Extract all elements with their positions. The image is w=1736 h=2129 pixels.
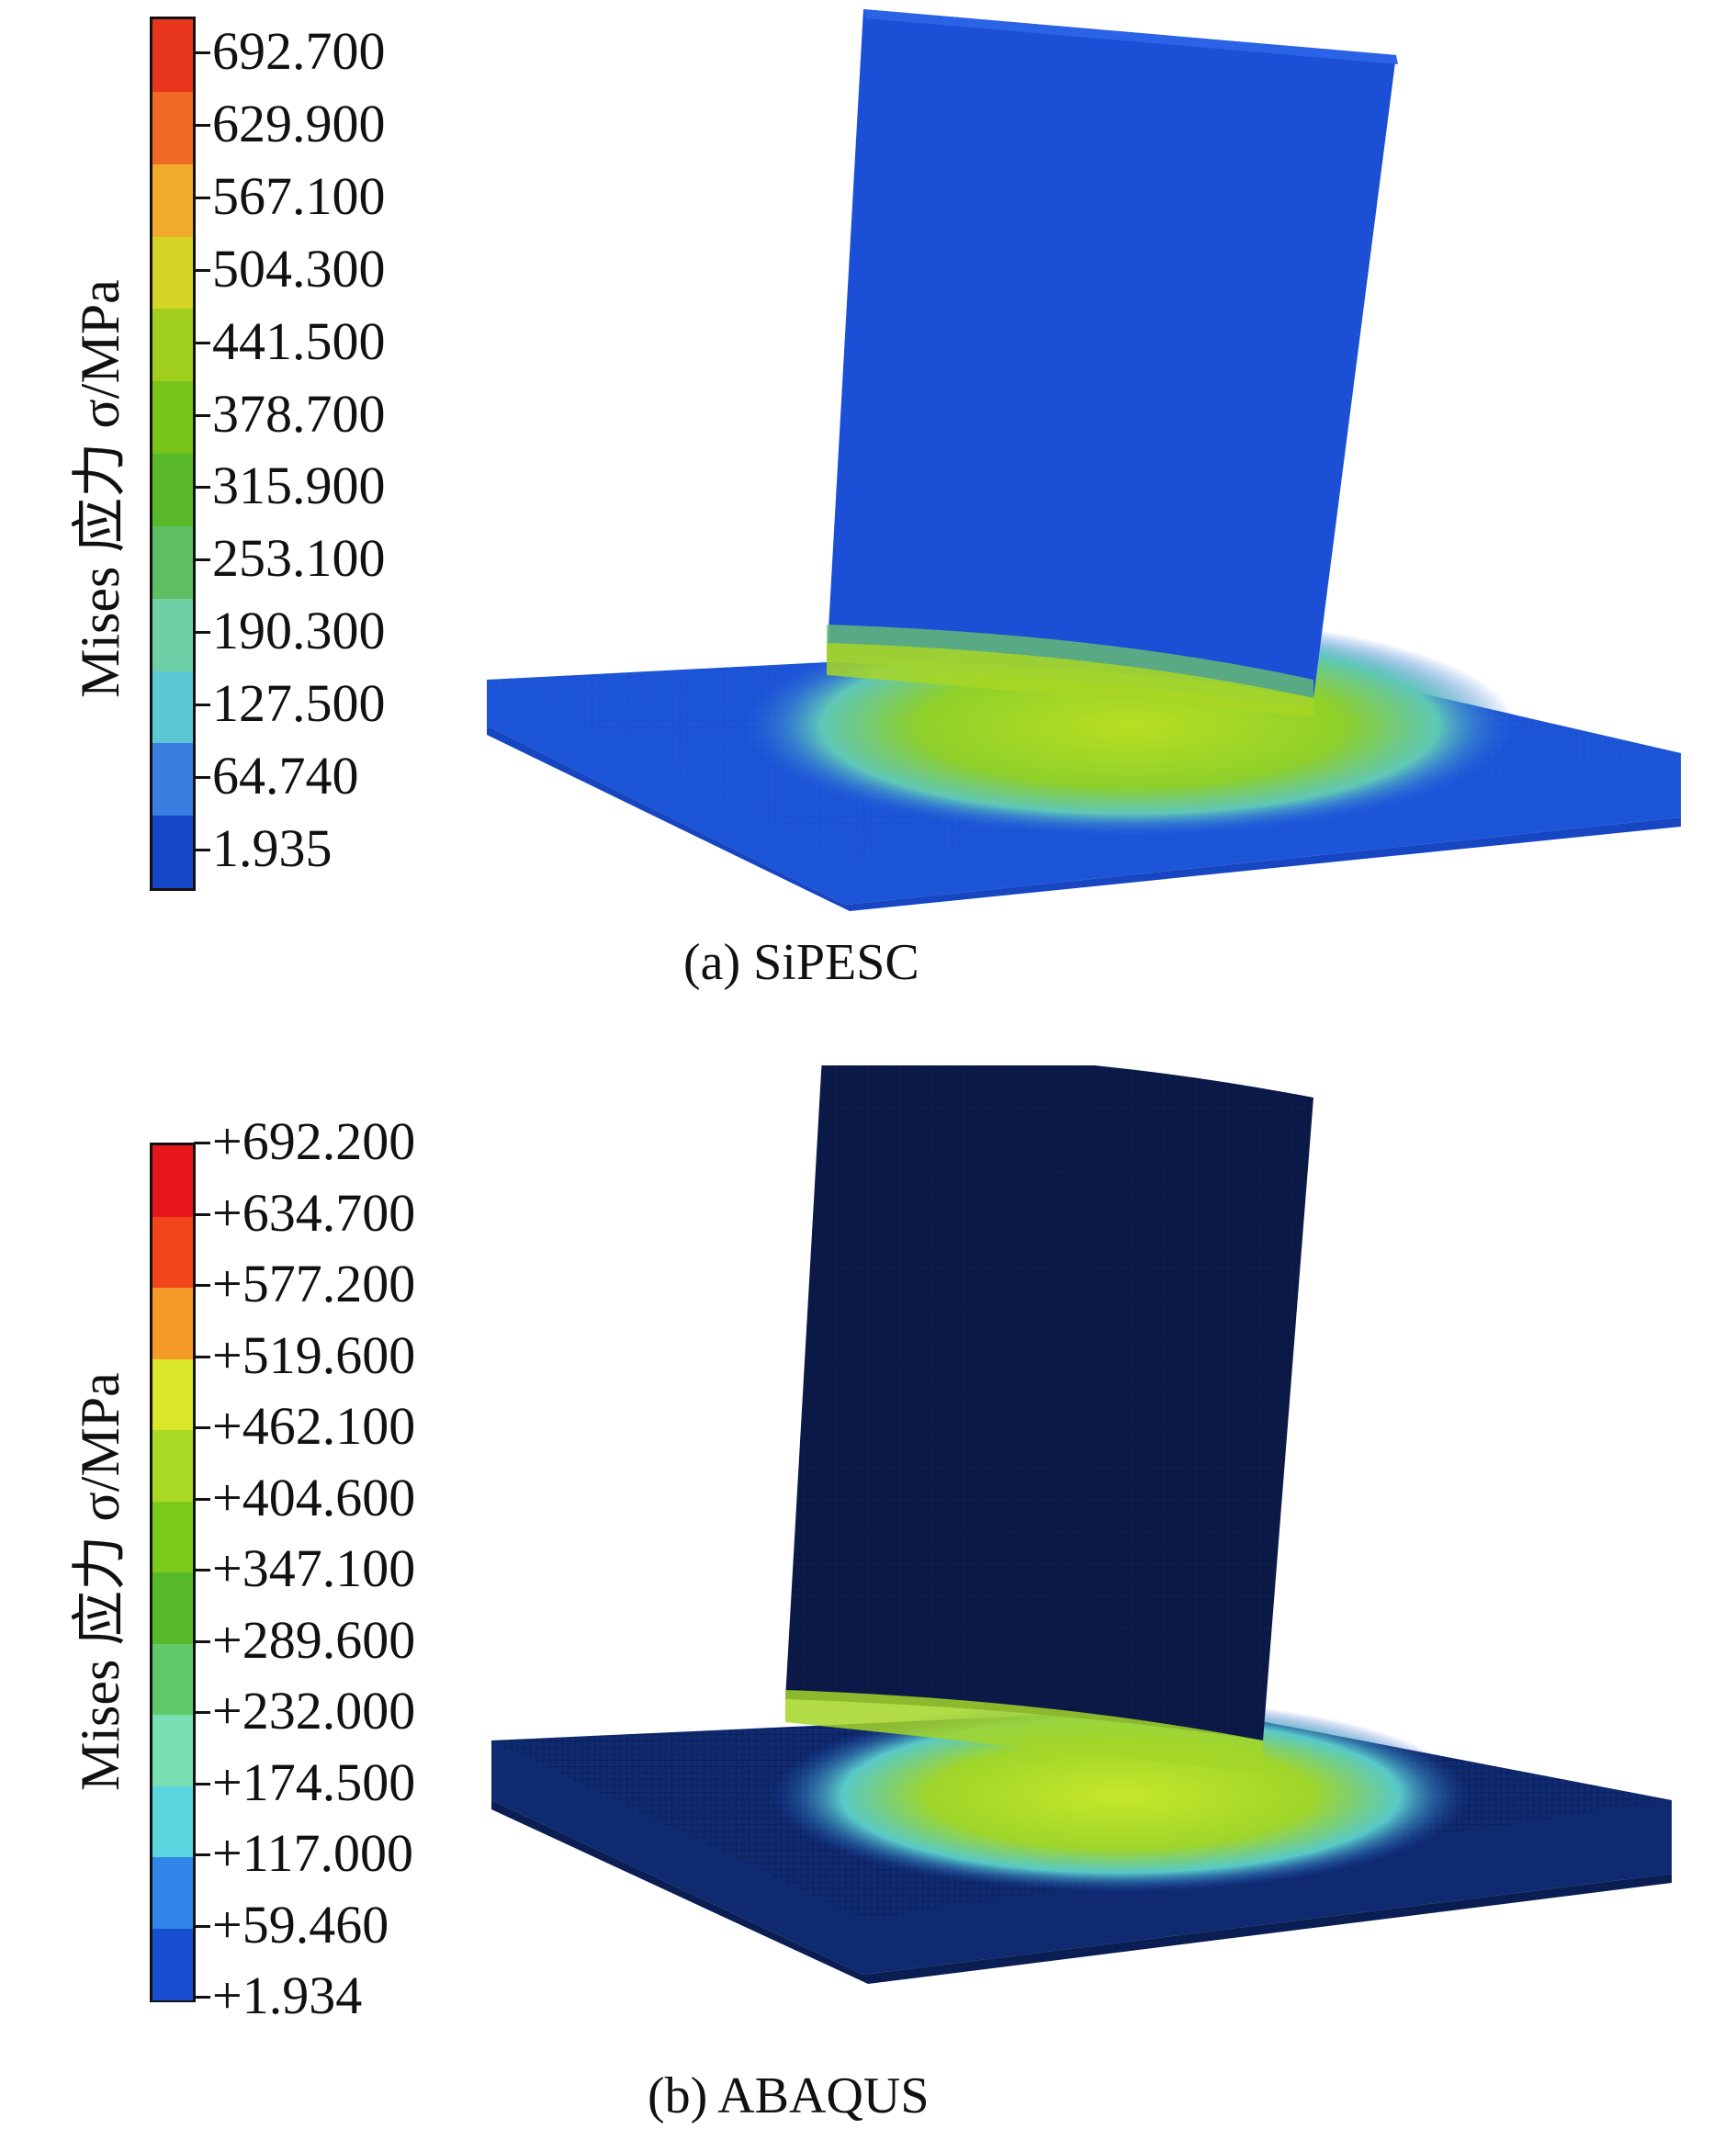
colorbar-segment xyxy=(152,670,193,744)
colorbar-tick xyxy=(194,413,210,417)
colorbar-tick xyxy=(194,486,210,490)
colorbar xyxy=(150,17,196,891)
sipesc-model-render xyxy=(487,9,1681,911)
colorbar-segment xyxy=(152,525,193,600)
colorbar-tick-label: 629.900 xyxy=(212,94,386,154)
colorbar-tick xyxy=(194,1782,210,1785)
colorbar-tick xyxy=(194,1497,210,1501)
colorbar-segment xyxy=(152,19,193,93)
colorbar-tick-label: 1.935 xyxy=(212,817,333,878)
colorbar-segment xyxy=(152,743,193,817)
cylinder xyxy=(827,9,1396,698)
legend-title: Mises 应力 σ/MPa xyxy=(70,1372,130,1791)
colorbar-tick-label: 127.500 xyxy=(212,672,386,733)
colorbar-tick xyxy=(194,51,210,55)
colorbar-tick xyxy=(194,1639,210,1643)
colorbar-segment xyxy=(152,236,193,310)
colorbar-segment xyxy=(152,1715,193,1786)
colorbar-tick-label: +692.200 xyxy=(212,1111,416,1171)
colorbar xyxy=(150,1143,196,2002)
colorbar-tick-label: 253.100 xyxy=(212,528,386,589)
colorbar-tick-label: 504.300 xyxy=(212,238,386,299)
colorbar-tick-label: +347.100 xyxy=(212,1538,416,1598)
colorbar-tick xyxy=(194,703,210,706)
colorbar-tick-label: +174.500 xyxy=(212,1752,416,1812)
colorbar-tick xyxy=(194,1569,210,1571)
colorbar-segment xyxy=(152,1430,193,1502)
colorbar-tick-label: +117.000 xyxy=(212,1823,414,1883)
colorbar-tick-label: 692.700 xyxy=(212,21,386,82)
colorbar-tick xyxy=(194,1924,210,1928)
colorbar-segment xyxy=(152,1145,193,1217)
colorbar-tick xyxy=(194,1853,210,1856)
colorbar-segment xyxy=(152,1643,193,1716)
colorbar-tick-label: +577.200 xyxy=(212,1254,416,1313)
colorbar-tick xyxy=(194,124,210,128)
colorbar-tick xyxy=(194,1996,210,1999)
colorbar-tick xyxy=(194,197,210,200)
colorbar-segment xyxy=(152,598,193,671)
abaqus-model-render xyxy=(491,1065,1672,1984)
colorbar-tick-label: +462.100 xyxy=(212,1396,416,1456)
colorbar-segment xyxy=(152,309,193,382)
colorbar-segment xyxy=(152,1785,193,1858)
colorbar-tick xyxy=(194,1426,210,1429)
panel-sipesc: Mises 应力 σ/MPa 692.700 629.900 567.100 504.… xyxy=(70,9,1681,991)
colorbar-tick-label: 315.900 xyxy=(212,456,386,516)
colorbar-tick-label: +404.600 xyxy=(212,1467,416,1527)
colorbar-tick-label: +519.600 xyxy=(212,1324,416,1385)
colorbar-segment xyxy=(152,381,193,455)
colorbar-tick-label: +59.460 xyxy=(212,1894,389,1954)
colorbar-tick xyxy=(194,1284,210,1287)
colorbar-tick xyxy=(194,1212,210,1216)
colorbar-segment xyxy=(152,1857,193,1929)
colorbar-segment xyxy=(152,91,193,165)
panel-abaqus: Mises 应力 σ/MPa +692.200 +634.700 +577.200 +… xyxy=(0,1065,1736,2129)
caption: (a) SiPESC xyxy=(683,934,919,991)
colorbar-segment xyxy=(152,1358,193,1431)
colorbar-segment xyxy=(152,163,193,237)
colorbar-tick-label: 64.740 xyxy=(212,745,359,805)
colorbar-tick xyxy=(194,631,210,635)
colorbar-tick xyxy=(194,775,210,779)
stress-hot-zone xyxy=(772,1699,1470,1892)
colorbar-tick-label: +634.700 xyxy=(212,1182,416,1243)
colorbar-tick-label: +232.000 xyxy=(212,1681,416,1740)
colorbar-segment xyxy=(152,1928,193,2000)
colorbar-tick-label: 190.300 xyxy=(212,601,386,661)
colorbar-segment xyxy=(152,454,193,527)
legend-title: Mises 应力 σ/MPa xyxy=(70,279,130,698)
colorbar-tick-label: +289.600 xyxy=(212,1609,416,1670)
colorbar-tick xyxy=(194,1711,210,1714)
colorbar-segment xyxy=(152,1501,193,1573)
colorbar-segment xyxy=(152,1288,193,1359)
colorbar-tick-label: 567.100 xyxy=(212,166,386,227)
colorbar-segment xyxy=(152,1216,193,1289)
colorbar-tick-label: 378.700 xyxy=(212,383,386,444)
colorbar-segment xyxy=(152,816,193,889)
colorbar-tick xyxy=(194,558,210,562)
colorbar-segment xyxy=(152,1572,193,1644)
colorbar-tick xyxy=(194,268,210,272)
colorbar-tick xyxy=(194,1355,210,1358)
colorbar-tick-label: +1.934 xyxy=(212,1966,363,2025)
colorbar-tick xyxy=(194,848,210,851)
colorbar-tick-label: 441.500 xyxy=(212,310,386,371)
colorbar-tick xyxy=(194,341,210,344)
colorbar-tick xyxy=(194,1142,210,1144)
caption: (b) ABAQUS xyxy=(648,2067,930,2124)
